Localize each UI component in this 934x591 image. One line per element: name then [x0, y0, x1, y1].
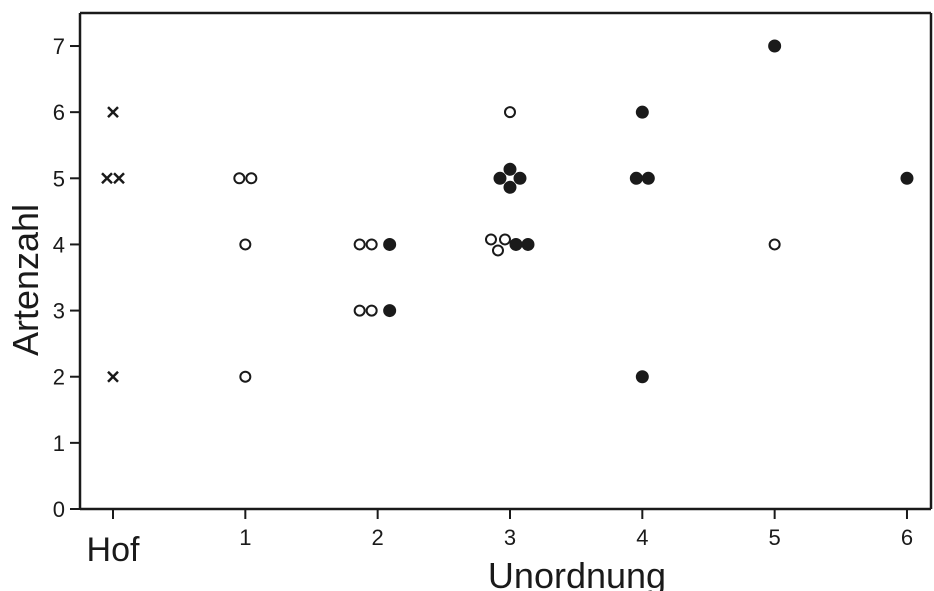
data-point-open	[491, 244, 504, 257]
data-point-cross	[113, 172, 125, 185]
data-point-cross	[101, 172, 113, 185]
data-point-filled	[768, 39, 782, 53]
plot-frame	[78, 11, 933, 511]
x-axis-title: Unordnung	[488, 555, 666, 591]
x-tick-label: 6	[901, 525, 913, 550]
y-tick-label: 4	[53, 232, 65, 257]
y-tick-label: 7	[53, 34, 65, 59]
data-point-cross	[107, 370, 119, 383]
data-point-open	[498, 233, 511, 246]
x-axis-ticks: Hof 1 2 3 4 5 6	[87, 509, 913, 569]
x-tick-label: 5	[769, 525, 781, 550]
y-tick-label: 6	[53, 100, 65, 125]
data-point-filled	[629, 171, 643, 185]
y-tick-label: 0	[53, 497, 65, 522]
y-tick-label: 3	[53, 299, 65, 324]
data-point-filled	[383, 304, 397, 318]
y-axis-title: Artenzahl	[5, 204, 46, 356]
data-point-filled	[503, 180, 517, 194]
y-tick-label: 1	[53, 431, 65, 456]
data-point-filled	[635, 370, 649, 384]
data-point-open	[484, 233, 497, 246]
data-point-open	[365, 304, 378, 317]
data-point-filled	[503, 162, 517, 176]
data-point-open	[768, 238, 781, 251]
y-axis-ticks: 0 1 2 3 4 5 6 7	[53, 34, 80, 522]
data-point-open	[365, 238, 378, 251]
data-point-filled	[635, 105, 649, 119]
y-tick-label: 5	[53, 166, 65, 191]
data-point-open	[233, 172, 246, 185]
data-point-open	[503, 106, 516, 119]
data-point-open	[239, 238, 252, 251]
data-point-filled	[383, 237, 397, 251]
y-tick-label: 2	[53, 365, 65, 390]
data-point-filled	[513, 171, 527, 185]
data-point-filled	[900, 171, 914, 185]
data-point-cross	[107, 106, 119, 119]
data-point-open	[353, 238, 366, 251]
data-points	[101, 39, 914, 384]
data-point-open	[353, 304, 366, 317]
x-tick-label: 1	[239, 525, 251, 550]
x-tick-label: 4	[636, 525, 648, 550]
data-point-filled	[493, 171, 507, 185]
x-tick-label: 2	[372, 525, 384, 550]
data-point-open	[245, 172, 258, 185]
data-point-filled	[641, 171, 655, 185]
data-point-open	[239, 370, 252, 383]
data-point-filled	[521, 237, 535, 251]
x-tick-label: 3	[504, 525, 516, 550]
data-point-filled	[509, 237, 523, 251]
x-tick-label: Hof	[87, 531, 140, 569]
